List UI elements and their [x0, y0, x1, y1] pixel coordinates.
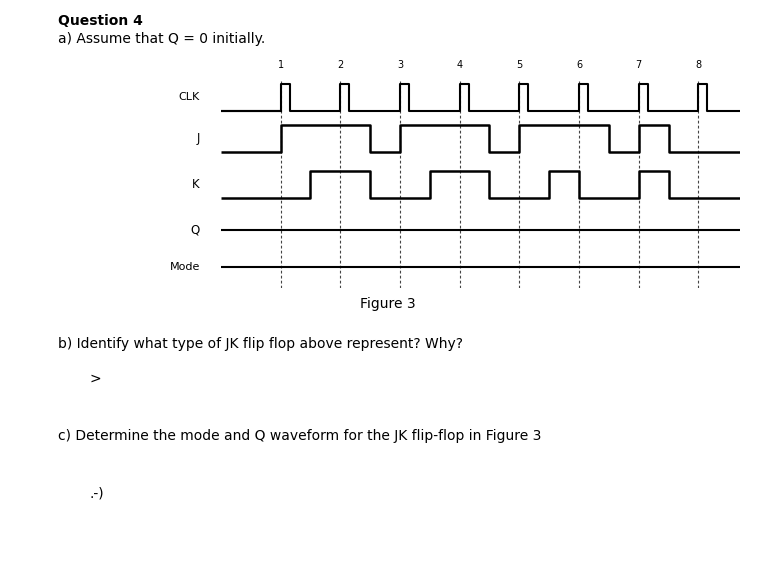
Text: 6: 6	[576, 60, 582, 70]
Text: b) Identify what type of JK flip flop above represent? Why?: b) Identify what type of JK flip flop ab…	[58, 337, 463, 351]
Text: CLK: CLK	[179, 92, 200, 102]
Text: 1: 1	[277, 60, 284, 70]
Text: Figure 3: Figure 3	[360, 297, 415, 310]
Text: Question 4: Question 4	[58, 14, 143, 28]
Text: Mode: Mode	[170, 262, 200, 272]
Text: c) Determine the mode and Q waveform for the JK flip-flop in Figure 3: c) Determine the mode and Q waveform for…	[58, 429, 542, 443]
Text: a) Assume that Q = 0 initially.: a) Assume that Q = 0 initially.	[58, 32, 265, 46]
Text: .-): .-)	[89, 487, 104, 501]
Text: 8: 8	[695, 60, 701, 70]
Text: K: K	[192, 178, 200, 191]
Text: J: J	[197, 132, 200, 145]
Text: 7: 7	[636, 60, 642, 70]
Text: 5: 5	[516, 60, 522, 70]
Text: 4: 4	[456, 60, 463, 70]
Text: 2: 2	[337, 60, 343, 70]
Text: 3: 3	[397, 60, 403, 70]
Text: Q: Q	[191, 223, 200, 236]
Text: >: >	[89, 372, 101, 385]
